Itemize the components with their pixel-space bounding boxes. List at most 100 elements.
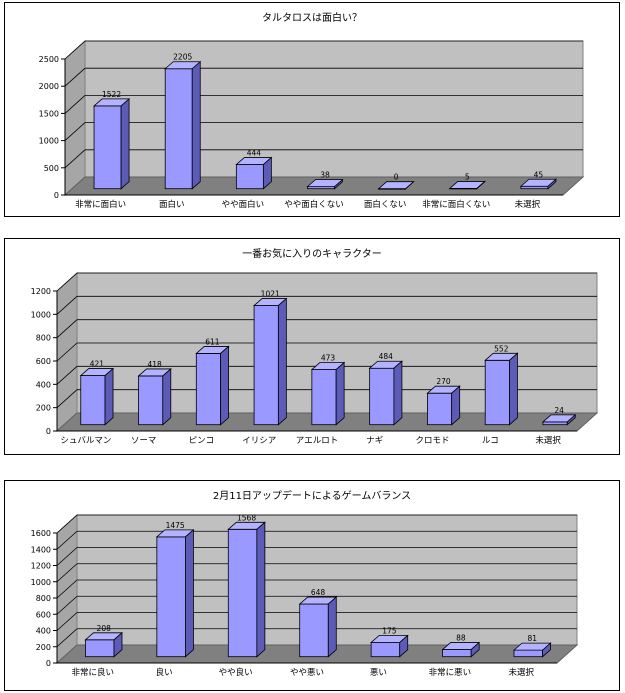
bar [426, 385, 461, 426]
bar [164, 60, 202, 190]
bar [155, 528, 195, 658]
chart-panel-2: 一番お気に入りのキャラクター 0 200 400 600 800 1000 1200 421 シ… [4, 238, 620, 455]
back-wall [84, 40, 584, 178]
gridline-side [64, 149, 86, 169]
gridline-side [56, 612, 78, 631]
x-tick-label: 面白くない [364, 199, 407, 210]
bar [448, 180, 486, 190]
bar [235, 156, 273, 190]
gridline-side [64, 95, 86, 114]
chart-title: タルタロスは面白い？ [262, 13, 362, 24]
bar-front [369, 367, 395, 426]
gridline-side [64, 122, 86, 141]
x-tick-label: やや悪い [290, 668, 324, 678]
y-tick-label: 0 [46, 427, 51, 436]
y-tick-label: 1200 [31, 287, 51, 296]
gridline-side [56, 514, 78, 534]
bar [92, 98, 131, 190]
y-tick-label: 1000 [39, 137, 59, 146]
x-tick-label: やや良い [219, 667, 253, 678]
x-tick-label: ナギ [366, 436, 384, 446]
bar-front [156, 536, 186, 658]
y-tick-label: 1400 [31, 545, 51, 554]
bar-front [235, 164, 264, 190]
gridline-side [64, 67, 86, 87]
gridline-side [56, 595, 78, 615]
chart-favorite-character: 0 200 400 600 800 1000 1200 421 シュバルマン 418 ソーマ 611 ピ… [31, 271, 599, 446]
x-tick-label: 悪い [370, 668, 387, 678]
bar-side [162, 368, 172, 426]
bar-side [185, 528, 194, 658]
x-tick-label: ソーマ [131, 436, 157, 446]
x-tick-label: 未選択 [515, 199, 541, 210]
gridline-side [56, 628, 78, 648]
data-label: 208 [97, 624, 112, 633]
data-label: 473 [321, 354, 336, 363]
bar-side [334, 178, 343, 190]
bar-front [85, 639, 115, 658]
x-tick-label: やや面白い [222, 199, 265, 210]
y-tick-label: 800 [36, 594, 51, 603]
x-tick-label: ルコ [482, 436, 499, 446]
bar-side [393, 360, 403, 426]
bar-front [93, 105, 122, 190]
y-tick-label: 1000 [31, 578, 51, 587]
bar [541, 414, 577, 426]
bar-side [470, 641, 480, 658]
y-tick-label: 2000 [39, 82, 59, 91]
x-tick-label: シュバルマン [60, 436, 111, 446]
y-tick-label: 1600 [31, 529, 51, 538]
data-label: 1475 [166, 521, 185, 530]
bar-side [566, 414, 576, 426]
bar-front [427, 392, 453, 426]
data-label: 81 [528, 634, 538, 643]
chart-panel-3: 2月11日アップデートによるゲームバランス 0 200 400 600 800 1000 1… [4, 480, 620, 691]
data-label: 5 [465, 172, 470, 181]
data-label: 270 [436, 377, 451, 386]
gridline-side [56, 579, 78, 599]
y-tick-label: 200 [36, 643, 51, 652]
data-label: 2205 [173, 53, 192, 62]
data-label: 1522 [102, 90, 121, 99]
gridline-side [56, 547, 78, 566]
bar [306, 178, 344, 190]
bar-side [542, 642, 551, 658]
x-tick-label: 未選択 [509, 667, 535, 678]
bar [368, 360, 403, 426]
bar-front [311, 369, 337, 426]
data-label: 45 [534, 170, 544, 179]
y-tick-label: 500 [44, 164, 59, 173]
x-tick-label: 良い [156, 667, 173, 678]
bar-side [405, 181, 414, 190]
x-tick-label: 非常に面白い [75, 199, 126, 210]
y-tick-label: 1200 [31, 562, 51, 571]
data-label: 24 [554, 406, 564, 415]
bar-side [262, 156, 272, 190]
bar-front [138, 375, 164, 426]
gridline-side [56, 272, 78, 292]
data-label: 88 [456, 634, 466, 643]
data-label: 1568 [237, 513, 256, 522]
bar-front [80, 375, 106, 426]
y-tick-label: 0 [46, 659, 51, 668]
data-label: 175 [382, 626, 397, 635]
bar [79, 367, 115, 426]
bar [512, 642, 552, 658]
bar [137, 368, 172, 426]
bar-side [399, 634, 409, 658]
bar [441, 641, 481, 658]
bar [484, 352, 519, 426]
chart-fun: 0 500 1000 1500 2000 2500 1522 非常に面白い 2205 面白い 444… [39, 39, 585, 210]
gridline-side [56, 366, 78, 385]
data-label: 611 [205, 337, 220, 346]
bar-front [370, 642, 401, 658]
data-label: 38 [320, 171, 330, 180]
bar-side [113, 631, 123, 658]
x-tick-label: 非常に悪い [429, 667, 472, 678]
bar-front [513, 649, 543, 658]
bar-front [442, 649, 472, 658]
data-label: 421 [90, 360, 105, 369]
data-label: 648 [311, 588, 326, 597]
data-label: 484 [379, 352, 394, 361]
x-tick-label: ピンコ [189, 436, 215, 446]
